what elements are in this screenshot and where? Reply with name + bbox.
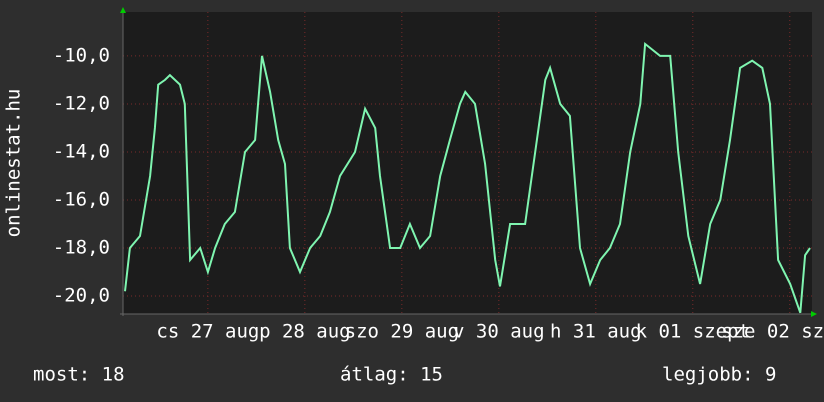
- x-tick-label: p 28 aug: [259, 321, 351, 343]
- axis-arrow: [120, 7, 126, 13]
- x-tick-label: k 01 szept: [636, 321, 750, 343]
- x-tick-label: szo 29 aug: [345, 321, 459, 343]
- data-line: [124, 41, 811, 314]
- footer-now: most: 18: [33, 364, 125, 386]
- footer-best: legjobb: 9: [662, 364, 776, 386]
- axis-arrow: [811, 311, 817, 317]
- y-tick-label: -12,0: [53, 92, 110, 114]
- y-tick-label: -20,0: [53, 284, 110, 306]
- x-tick-label: cs 27 aug: [156, 321, 259, 343]
- x-tick-label: h 31 aug: [550, 321, 642, 343]
- x-tick-label: sze 02 szept: [721, 321, 824, 343]
- y-tick-label: -18,0: [53, 236, 110, 258]
- y-tick-label: -16,0: [53, 188, 110, 210]
- x-tick-label: v 30 aug: [453, 321, 545, 343]
- y-axis-label: onlinestat.hu: [3, 89, 25, 238]
- footer-average: átlag: 15: [340, 364, 443, 386]
- y-tick-label: -10,0: [53, 44, 110, 66]
- plot-area: [123, 12, 812, 314]
- y-tick-label: -14,0: [53, 140, 110, 162]
